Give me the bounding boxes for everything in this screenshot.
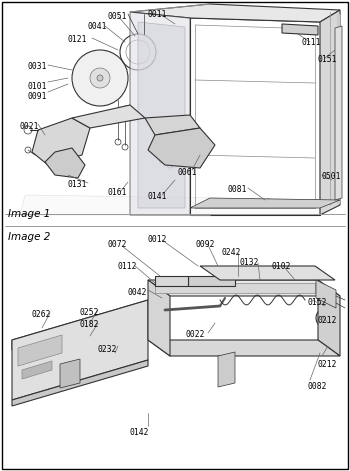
Text: 0212: 0212 [318, 316, 337, 325]
Text: 0081: 0081 [228, 185, 247, 194]
Polygon shape [32, 118, 90, 165]
Bar [162, 286, 170, 292]
Polygon shape [282, 24, 318, 35]
Polygon shape [12, 360, 148, 406]
Text: 0102: 0102 [272, 262, 292, 271]
Polygon shape [45, 148, 85, 178]
Text: 0101: 0101 [28, 82, 48, 91]
Polygon shape [72, 105, 145, 128]
Text: 0061: 0061 [178, 168, 197, 177]
Text: 0092: 0092 [196, 240, 216, 249]
Polygon shape [145, 115, 200, 135]
Text: 0041: 0041 [88, 22, 107, 31]
Polygon shape [148, 280, 170, 356]
Text: 0121: 0121 [68, 35, 88, 44]
Circle shape [321, 313, 331, 323]
Polygon shape [335, 26, 342, 200]
Polygon shape [130, 12, 190, 215]
Polygon shape [218, 352, 235, 387]
Text: 0082: 0082 [308, 382, 328, 391]
Polygon shape [138, 22, 185, 208]
Polygon shape [316, 280, 336, 308]
Polygon shape [148, 340, 340, 356]
Text: 0242: 0242 [222, 248, 242, 257]
Text: 0132: 0132 [240, 258, 259, 267]
Polygon shape [320, 10, 340, 215]
Polygon shape [130, 4, 340, 22]
Polygon shape [155, 283, 315, 293]
Polygon shape [148, 128, 215, 168]
Polygon shape [188, 276, 235, 286]
Text: Image 1: Image 1 [8, 209, 50, 219]
Text: 0031: 0031 [28, 62, 48, 71]
Text: 0142: 0142 [130, 428, 149, 437]
Circle shape [318, 335, 334, 351]
Text: 0141: 0141 [148, 192, 168, 201]
Text: 0112: 0112 [118, 262, 138, 271]
Circle shape [90, 68, 110, 88]
Polygon shape [22, 361, 52, 379]
Polygon shape [20, 195, 340, 215]
Polygon shape [12, 300, 148, 350]
Text: 0262: 0262 [32, 310, 51, 319]
Text: 0182: 0182 [80, 320, 99, 329]
Polygon shape [12, 300, 148, 400]
Polygon shape [60, 359, 80, 388]
Bar [198, 286, 206, 292]
Polygon shape [318, 280, 340, 356]
Text: 0111: 0111 [302, 38, 322, 47]
Text: 0232: 0232 [98, 345, 118, 354]
Text: 0161: 0161 [108, 188, 127, 197]
Text: 0152: 0152 [308, 298, 328, 307]
Circle shape [97, 75, 103, 81]
Text: 0021: 0021 [20, 122, 40, 131]
Text: 0051: 0051 [108, 12, 127, 21]
Text: 0252: 0252 [80, 308, 99, 317]
Polygon shape [190, 198, 340, 208]
Circle shape [72, 50, 128, 106]
Text: 0042: 0042 [128, 288, 147, 297]
Text: 0501: 0501 [322, 172, 342, 181]
Text: 0022: 0022 [186, 330, 205, 339]
Text: 0131: 0131 [68, 180, 88, 189]
Polygon shape [200, 266, 335, 280]
Text: Image 2: Image 2 [8, 232, 50, 242]
Text: 0212: 0212 [318, 360, 337, 369]
Text: 0091: 0091 [28, 92, 48, 101]
Bar [180, 286, 188, 292]
Polygon shape [148, 280, 340, 296]
Polygon shape [18, 335, 62, 366]
Text: 0011: 0011 [148, 10, 168, 19]
Text: 0072: 0072 [108, 240, 127, 249]
Text: 0012: 0012 [148, 235, 168, 244]
Text: 0151: 0151 [318, 55, 337, 64]
Circle shape [316, 308, 336, 328]
Polygon shape [155, 276, 188, 286]
